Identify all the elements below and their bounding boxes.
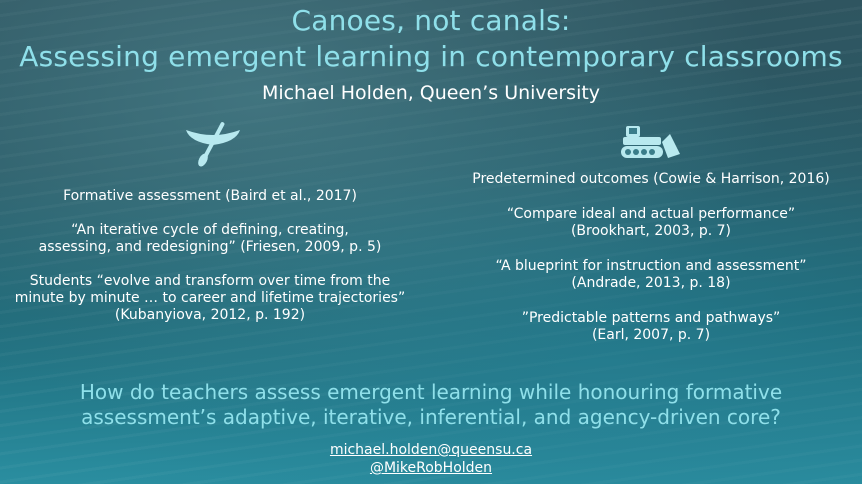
brookhart-quote: “Compare ideal and actual performance” <box>506 206 796 222</box>
title-line-1: Canoes, not canals: <box>291 4 571 37</box>
friesen-quote-line-2: assessing, and redesigning” (Friesen, 20… <box>38 239 382 255</box>
kubanyiova-quote-line-2: minute by minute … to career and lifetim… <box>14 290 406 306</box>
formative-assessment-ref: Formative assessment (Baird et al., 2017… <box>63 188 357 204</box>
earl-citation: (Earl, 2007, p. 7) <box>591 327 711 343</box>
right-column: Predetermined outcomes (Cowie & Harrison… <box>440 171 862 344</box>
predetermined-outcomes-ref: Predetermined outcomes (Cowie & Harrison… <box>472 171 830 187</box>
bulldozer-icon <box>621 126 680 158</box>
brookhart-citation: (Brookhart, 2003, p. 7) <box>570 223 732 239</box>
author-line: Michael Holden, Queen’s University <box>261 82 601 104</box>
left-column: Formative assessment (Baird et al., 2017… <box>0 188 420 324</box>
title-line-2: Assessing emergent learning in contempor… <box>19 40 843 73</box>
canoe-icon <box>186 122 240 167</box>
email-link[interactable]: michael.holden@queensu.ca <box>329 442 533 458</box>
twitter-handle-link[interactable]: @MikeRobHolden <box>369 460 493 476</box>
earl-quote: ”Predictable patterns and pathways” <box>521 310 781 326</box>
kubanyiova-citation: (Kubanyiova, 2012, p. 192) <box>114 307 306 323</box>
kubanyiova-quote-line-1: Students “evolve and transform over time… <box>29 273 391 289</box>
research-question-line-1: How do teachers assess emergent learning… <box>79 380 783 404</box>
andrade-citation: (Andrade, 2013, p. 18) <box>571 275 731 291</box>
research-question: How do teachers assess emergent learning… <box>0 380 862 430</box>
andrade-quote: “A blueprint for instruction and assessm… <box>495 258 807 274</box>
friesen-quote-line-1: “An iterative cycle of defining, creatin… <box>71 222 349 238</box>
research-question-line-2: assessment’s adaptive, iterative, infere… <box>81 405 781 429</box>
